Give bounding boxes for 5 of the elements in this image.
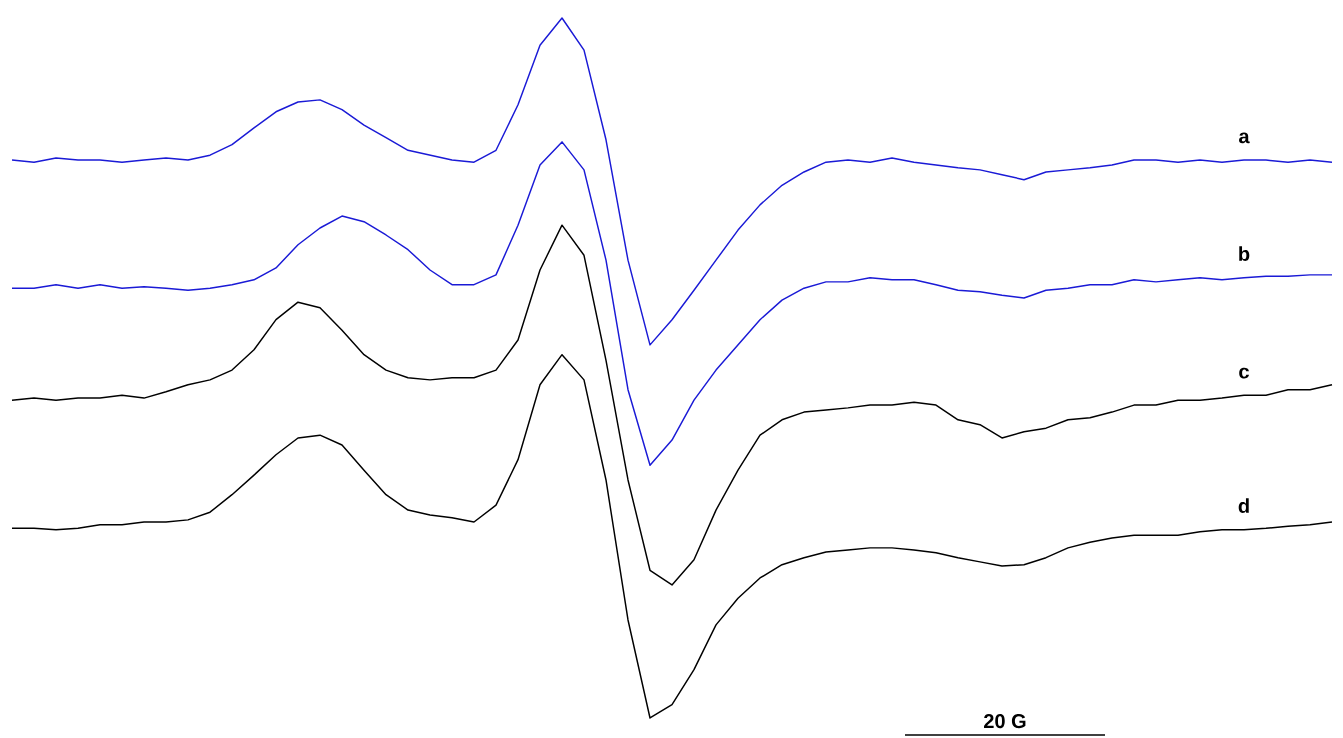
annotation: 20 G	[984, 714, 1026, 729]
series-label: b	[1239, 246, 1250, 261]
series-label: d	[1238, 498, 1249, 513]
series-label: c	[1239, 367, 1249, 379]
series-label: a	[1239, 132, 1250, 144]
